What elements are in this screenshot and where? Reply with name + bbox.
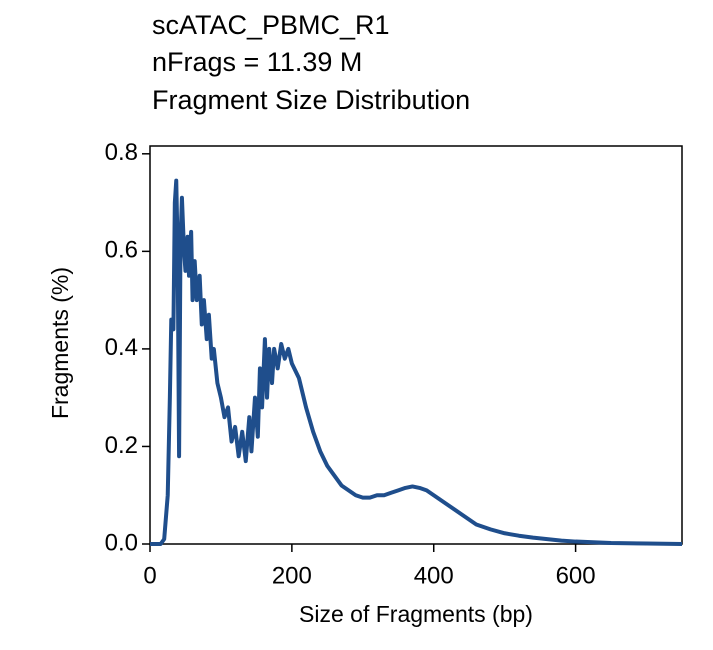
chart-subtitle: nFrags = 11.39 M: [152, 47, 362, 77]
plot-frame: [149, 145, 683, 545]
x-tick-label: 0: [143, 562, 156, 589]
line-series: [150, 178, 683, 546]
y-axis-label: Fragments (%): [47, 267, 73, 419]
x-tick-label: 400: [414, 562, 454, 589]
y-tick-label: 0.2: [105, 432, 138, 459]
y-tick-label: 0.8: [105, 139, 138, 166]
y-tick-label: 0.4: [105, 334, 138, 361]
x-axis-label: Size of Fragments (bp): [299, 601, 533, 627]
x-tick-label: 200: [272, 562, 312, 589]
y-tick-label: 0.6: [105, 237, 138, 264]
chart-title: scATAC_PBMC_R1: [152, 10, 390, 40]
x-tick-label: 600: [556, 562, 596, 589]
chart-subtitle: Fragment Size Distribution: [152, 85, 470, 115]
y-tick-label: 0.0: [105, 529, 138, 556]
